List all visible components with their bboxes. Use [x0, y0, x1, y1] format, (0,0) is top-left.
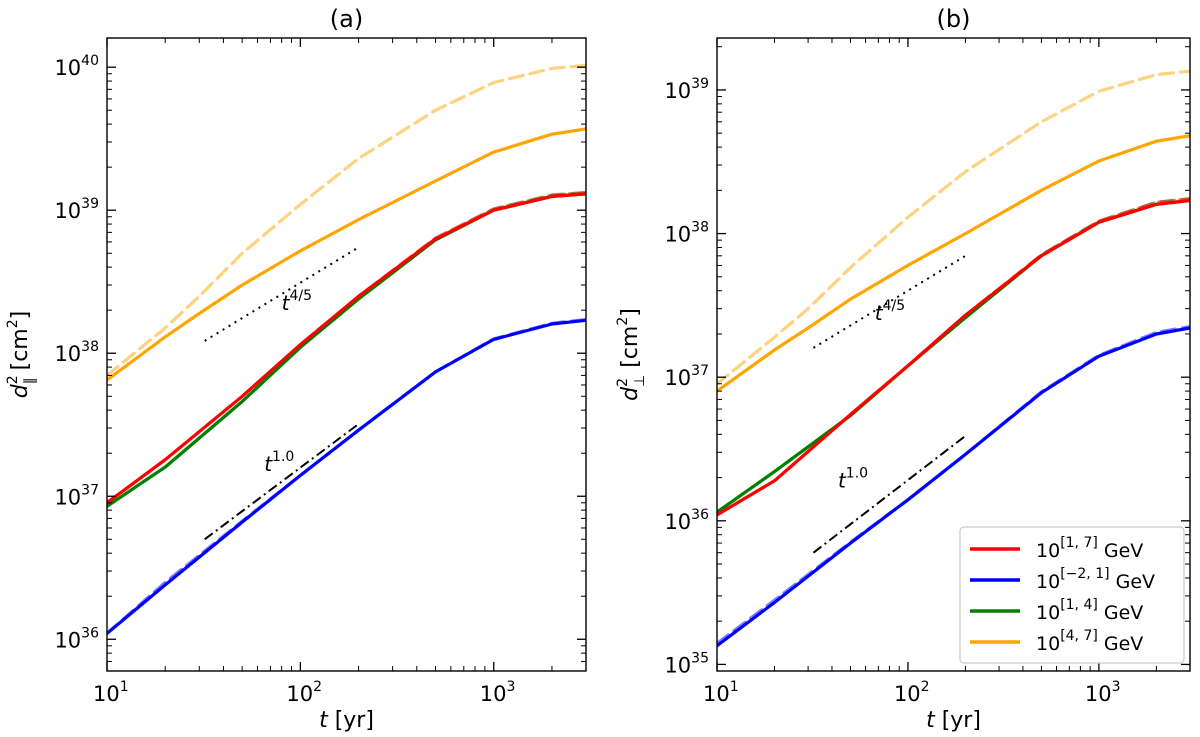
- legend: 10[1, 7] GeV 10[−2, 1] GeV 10[1, 4] GeV 10[…: [959, 526, 1185, 664]
- y-tick-label: 1039: [54, 196, 99, 223]
- x-axis-label: t [yr]: [926, 708, 981, 733]
- y-tick-label: 1036: [54, 625, 99, 652]
- plot-frame: [716, 37, 1191, 672]
- series-group: [107, 63, 586, 635]
- series-line-s1-solid: [717, 198, 1190, 517]
- panel-title: (a): [330, 5, 363, 33]
- y-tick-label: 1037: [664, 363, 709, 390]
- y-tick-label: 1035: [664, 650, 709, 677]
- panel-a: t4/5 t1.0 101 102 103 1036 1037 1038 1039 1040 (a)…: [5, 5, 587, 733]
- legend-frame: [959, 526, 1185, 664]
- series-line-s4d-dashed: [717, 69, 1190, 386]
- y-tick-label: 1039: [664, 76, 709, 103]
- guide-label-dashdot: t1.0: [264, 449, 294, 476]
- series-line-s3-solid: [107, 192, 586, 508]
- series-group: [717, 69, 1190, 648]
- x-tick-label: 102: [286, 679, 322, 706]
- guide-line-dashdot: [812, 435, 967, 554]
- y-tick-label: 1037: [54, 482, 99, 509]
- legend-label-s2: 10[−2, 1] GeV: [1036, 566, 1155, 593]
- series-line-s3d-dashed: [107, 190, 586, 508]
- legend-label-s3: 10[1, 4] GeV: [1036, 597, 1143, 624]
- x-tick-label: 103: [1085, 679, 1121, 706]
- y-tick-label: 1040: [54, 53, 99, 80]
- x-tick-label: 103: [480, 679, 516, 706]
- guide-label-dotted: t4/5: [875, 298, 905, 325]
- y-tick-label: 1036: [664, 507, 709, 534]
- series-line-s4-solid: [107, 127, 586, 382]
- panel-title: (b): [937, 5, 971, 33]
- x-axis-label: t [yr]: [319, 708, 374, 733]
- guide-label-dashdot: t1.0: [838, 466, 868, 493]
- panel-b: t4/5 t1.0 101 102 103 1035 1036 1037 1038 1039 (b)…: [615, 5, 1191, 733]
- series-line-s2-solid: [107, 318, 586, 635]
- guide-line-dashdot: [204, 423, 360, 541]
- series-line-s2d-dashed: [107, 317, 586, 635]
- series-line-s1-solid: [107, 192, 586, 505]
- guide-label-dotted: t4/5: [282, 288, 312, 315]
- y-tick-label: 1038: [54, 339, 99, 366]
- y-axis-label: d2⊥ [cm2]: [615, 308, 648, 401]
- series-line-s2-solid: [717, 326, 1190, 648]
- y-tick-label: 1038: [664, 220, 709, 247]
- series-line-s4-solid: [717, 134, 1190, 393]
- y-axis-label: d2∥ [cm2]: [5, 311, 38, 399]
- plot-frame: [106, 37, 587, 672]
- guide-line-dotted: [812, 254, 966, 349]
- series-line-s4d-dashed: [107, 63, 586, 377]
- legend-label-s1: 10[1, 7] GeV: [1036, 535, 1143, 562]
- legend-label-s4: 10[4, 7] GeV: [1036, 628, 1143, 655]
- x-tick-label: 101: [703, 679, 739, 706]
- x-tick-label: 101: [93, 679, 129, 706]
- x-tick-label: 102: [894, 679, 930, 706]
